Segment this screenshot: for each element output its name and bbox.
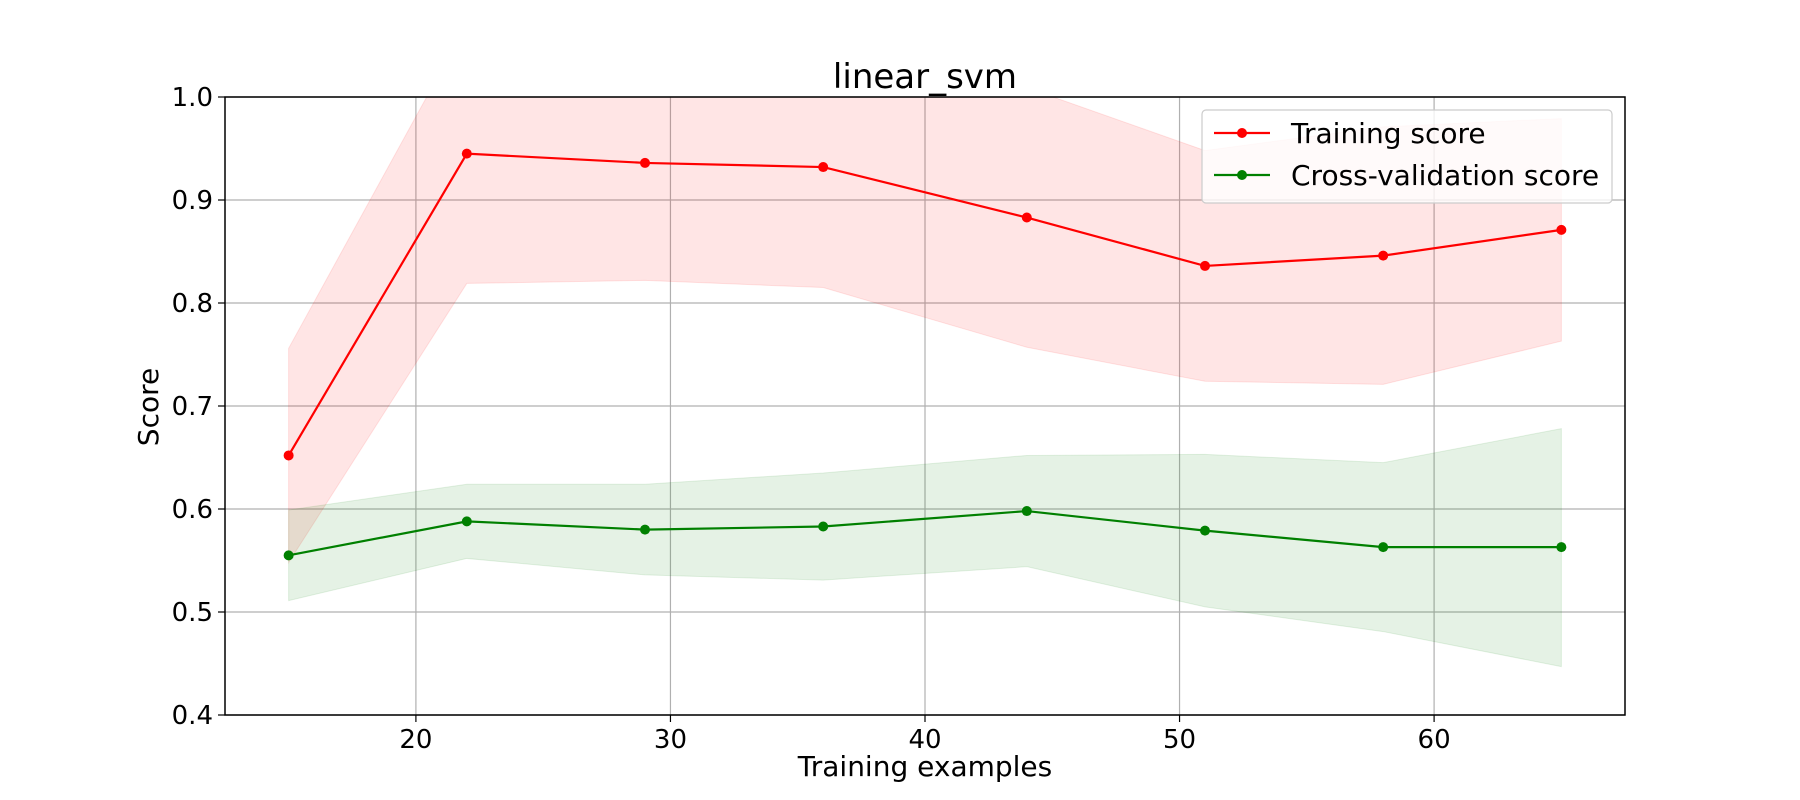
training-score-point xyxy=(818,162,829,173)
training-score-point xyxy=(1378,250,1389,261)
chart-title: linear_svm xyxy=(833,57,1017,97)
legend-box xyxy=(1201,109,1613,204)
x-tick-label: 20 xyxy=(399,725,432,755)
cv-score-point xyxy=(1021,506,1032,517)
y-tick-label: 0.8 xyxy=(172,289,213,319)
cv-score-point xyxy=(818,521,829,532)
y-tick-label: 0.9 xyxy=(172,186,213,216)
training-score-point xyxy=(461,148,472,159)
y-tick-label: 0.4 xyxy=(172,701,213,731)
training-score-point xyxy=(1021,212,1032,223)
cv-score-point xyxy=(283,550,294,561)
cv-score-line xyxy=(288,509,1562,557)
y-tick-label: 0.7 xyxy=(172,392,213,422)
legend-label: Training score xyxy=(1290,117,1486,150)
x-axis-ticks: 20 30 40 50 60 xyxy=(399,715,1451,755)
training-score-line xyxy=(287,152,1562,456)
cv-score-point xyxy=(640,524,650,535)
training-score-point xyxy=(1556,224,1567,235)
legend-label: Cross-validation score xyxy=(1291,159,1599,192)
y-tick-label: 1.0 xyxy=(172,83,213,113)
y-tick-label: 0.5 xyxy=(172,598,213,628)
x-tick-label: 30 xyxy=(654,725,687,755)
cv-score-point xyxy=(461,516,472,527)
legend: Training score Cross-validation score xyxy=(1201,109,1613,204)
training-score-point xyxy=(1200,260,1210,271)
x-tick-label: 60 xyxy=(1418,725,1451,755)
x-axis-title: Training examples xyxy=(797,750,1053,783)
cv-score-point xyxy=(1556,542,1567,553)
legend-swatch-marker xyxy=(1237,128,1247,138)
series-lines xyxy=(283,148,1567,561)
confidence-bands xyxy=(288,97,1562,668)
y-axis-title: Score xyxy=(132,368,165,446)
training-score-point xyxy=(283,450,294,461)
training-score-point xyxy=(640,157,650,168)
cv-score-point xyxy=(1200,525,1210,536)
cv-score-band xyxy=(288,428,1562,668)
training-score-band xyxy=(288,97,1562,565)
y-tick-label: 0.6 xyxy=(172,495,213,525)
x-tick-label: 50 xyxy=(1163,725,1196,755)
y-axis-ticks: 0.4 0.5 0.6 0.7 0.8 0.9 1.0 xyxy=(172,83,225,731)
x-tick-label: 40 xyxy=(908,725,941,755)
cv-score-point xyxy=(1378,542,1389,553)
legend-swatch-marker xyxy=(1237,170,1247,180)
